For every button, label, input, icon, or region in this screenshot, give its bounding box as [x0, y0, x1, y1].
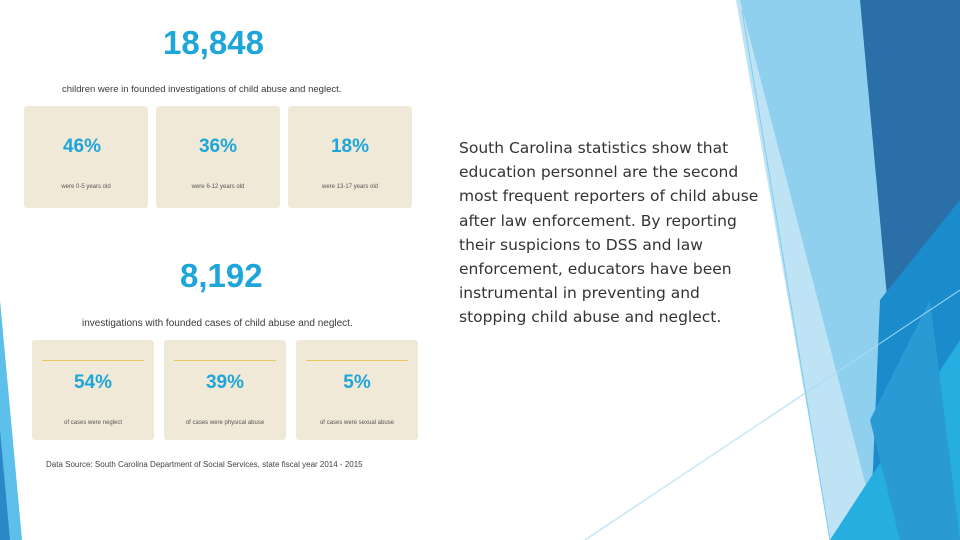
age-group-card: 18% were 13-17 years old — [288, 106, 412, 208]
age-group-percent: 18% — [330, 136, 370, 157]
total-investigations-caption: investigations with founded cases of chi… — [82, 318, 353, 329]
total-investigations-number: 8,192 — [180, 257, 263, 294]
total-children-caption: children were in founded investigations … — [62, 84, 342, 95]
age-group-label: were 0-5 years old — [61, 184, 111, 190]
age-group-percent: 36% — [198, 136, 238, 157]
data-source-note: Data Source: South Carolina Department o… — [46, 460, 363, 469]
case-type-percent: 54% — [73, 372, 113, 393]
right-thin-line-2 — [584, 289, 960, 540]
body-paragraph: South Carolina statistics show that educ… — [459, 139, 759, 327]
total-children-number: 18,848 — [163, 24, 264, 61]
case-type-card: 54% of cases were neglect — [32, 340, 154, 440]
age-group-label: were 13-17 years old — [321, 184, 379, 190]
case-type-percent: 39% — [205, 372, 245, 393]
case-type-card: 39% of cases were physical abuse — [164, 340, 286, 440]
card-divider — [174, 360, 276, 361]
case-type-card: 5% of cases were sexual abuse — [296, 340, 418, 440]
case-type-label: of cases were physical abuse — [185, 420, 265, 426]
card-divider — [42, 360, 144, 361]
age-group-card: 36% were 6-12 years old — [156, 106, 280, 208]
left-edge-accent — [0, 300, 22, 540]
right-thin-line — [741, 9, 831, 540]
age-group-card: 46% were 0-5 years old — [24, 106, 148, 208]
case-type-label: of cases were neglect — [63, 420, 123, 426]
right-mid-blue-panel — [870, 300, 960, 540]
case-type-label: of cases were sexual abuse — [319, 420, 395, 426]
case-type-percent: 5% — [343, 372, 371, 393]
left-edge-accent-dark — [0, 430, 10, 540]
age-group-label: were 6-12 years old — [191, 184, 245, 190]
card-divider — [306, 360, 408, 361]
age-group-percent: 46% — [62, 136, 102, 157]
